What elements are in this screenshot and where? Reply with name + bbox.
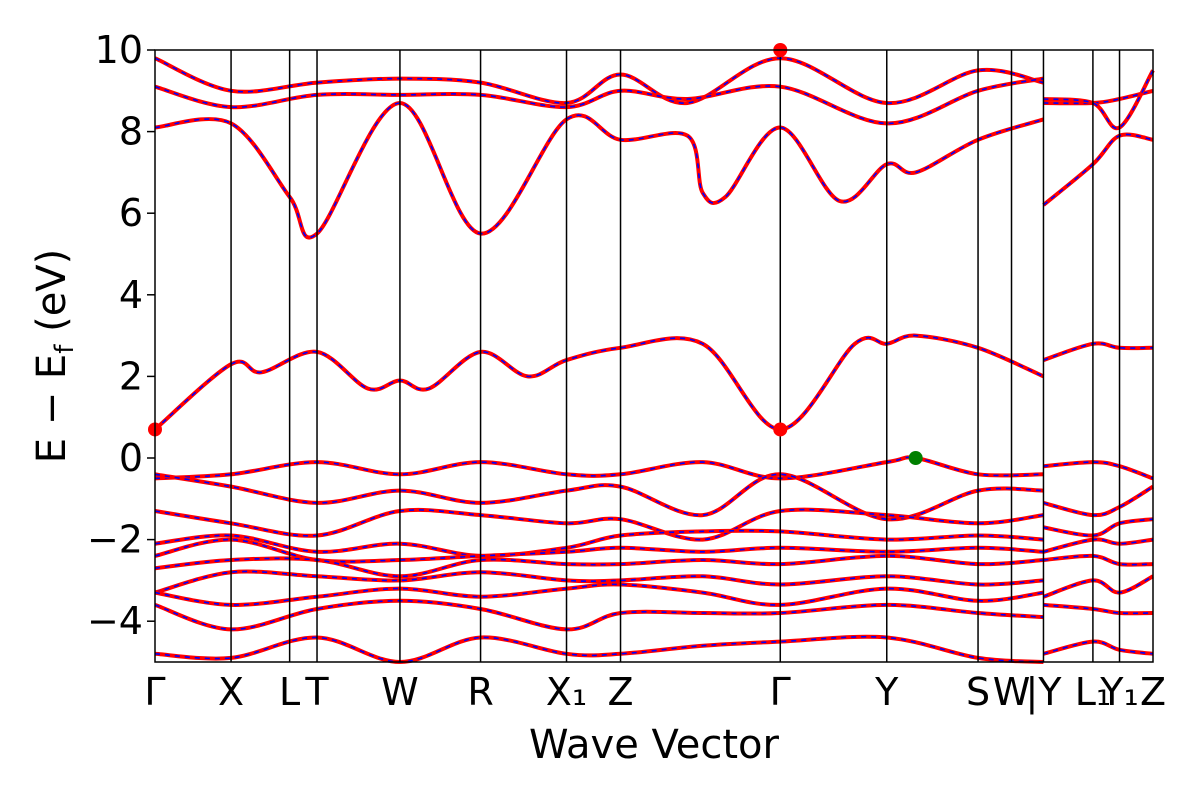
y-axis-label-sub: f <box>50 344 80 354</box>
x-tick-label-6: X₁ <box>546 670 587 714</box>
band-dash-13 <box>154 635 1044 663</box>
y-tick-label-2: 0 <box>119 436 143 480</box>
band-dash-21 <box>1043 538 1154 553</box>
x-tick-label-14: Y₁ <box>1099 670 1138 714</box>
y-axis-label-unit: (eV) <box>29 249 75 345</box>
band-line-6 <box>154 507 1044 542</box>
band-dash-5 <box>154 473 1044 521</box>
marker-1 <box>773 422 788 437</box>
band-dash-20 <box>1043 518 1154 537</box>
band-line-20 <box>1043 517 1154 538</box>
y-tick-label-0: −4 <box>87 599 143 643</box>
bands-layer <box>153 56 1155 665</box>
band-dash-14 <box>1043 90 1154 105</box>
x-tick-label-2: L <box>279 670 300 714</box>
band-dash-0 <box>154 57 1044 104</box>
band-line-3 <box>153 333 1045 432</box>
x-tick-label-10: S <box>966 670 990 714</box>
band-line-21 <box>1043 537 1154 554</box>
y-axis-label-main: E − E <box>29 354 75 464</box>
band-dash-19 <box>1043 485 1154 516</box>
band-line-25 <box>1043 639 1154 656</box>
band-dash-6 <box>154 508 1044 541</box>
band-line-19 <box>1043 484 1155 518</box>
x-tick-label-13: L₁ <box>1075 670 1111 714</box>
y-tick-label-4: 4 <box>119 273 143 317</box>
x-tick-label-5: R <box>467 670 493 714</box>
x-tick-label-15: Z <box>1140 670 1166 714</box>
x-tick-label-8: Γ <box>770 670 791 714</box>
y-tick-label-5: 6 <box>119 191 143 235</box>
band-line-15 <box>1043 69 1155 131</box>
x-tick-label-12: |Y <box>1025 670 1062 715</box>
y-tick-label-3: 2 <box>119 354 143 398</box>
band-line-2 <box>154 100 1045 240</box>
band-line-5 <box>154 472 1044 522</box>
band-line-11 <box>154 582 1044 607</box>
band-dash-16 <box>1042 133 1154 206</box>
band-dash-18 <box>1043 461 1154 480</box>
band-dash-11 <box>154 583 1044 606</box>
x-tick-label-4: W <box>381 670 419 714</box>
plot-frame <box>154 49 1154 663</box>
band-dash-15 <box>1043 69 1154 130</box>
y-tick-label-6: 8 <box>119 110 143 154</box>
y-tick-label-1: −2 <box>87 518 143 562</box>
band-dash-12 <box>154 599 1044 631</box>
band-line-16 <box>1042 132 1154 207</box>
y-tick-label-7: 10 <box>95 28 143 72</box>
band-dash-23 <box>1043 575 1154 598</box>
y-axis-label: E − Ef (eV) <box>29 249 80 464</box>
band-dash-2 <box>154 102 1044 239</box>
band-dash-7 <box>154 529 1044 557</box>
band-dash-17 <box>1043 342 1154 361</box>
band-line-17 <box>1042 341 1154 362</box>
x-tick-label-11: W <box>993 670 1031 714</box>
band-dash-25 <box>1043 640 1154 655</box>
band-dash-22 <box>1043 555 1154 566</box>
x-tick-label-0: Γ <box>144 670 165 714</box>
band-line-18 <box>1043 460 1154 481</box>
x-tick-label-7: Z <box>608 670 634 714</box>
band-dash-24 <box>1043 604 1154 615</box>
band-line-12 <box>154 598 1044 632</box>
x-tick-label-3: T <box>304 670 329 714</box>
band-dash-9 <box>154 555 1044 578</box>
band-line-13 <box>154 634 1044 665</box>
x-tick-label-9: Y <box>874 670 899 714</box>
x-axis-label: Wave Vector <box>529 722 780 768</box>
markers-layer <box>148 43 923 465</box>
band-dash-10 <box>154 570 1044 594</box>
band-dash-1 <box>154 77 1044 125</box>
x-tick-label-1: X <box>218 670 244 714</box>
marker-3 <box>908 451 923 465</box>
y-ticks: −4 −2 0 2 4 6 8 10 <box>87 28 155 643</box>
k-point-lines <box>230 50 1121 662</box>
